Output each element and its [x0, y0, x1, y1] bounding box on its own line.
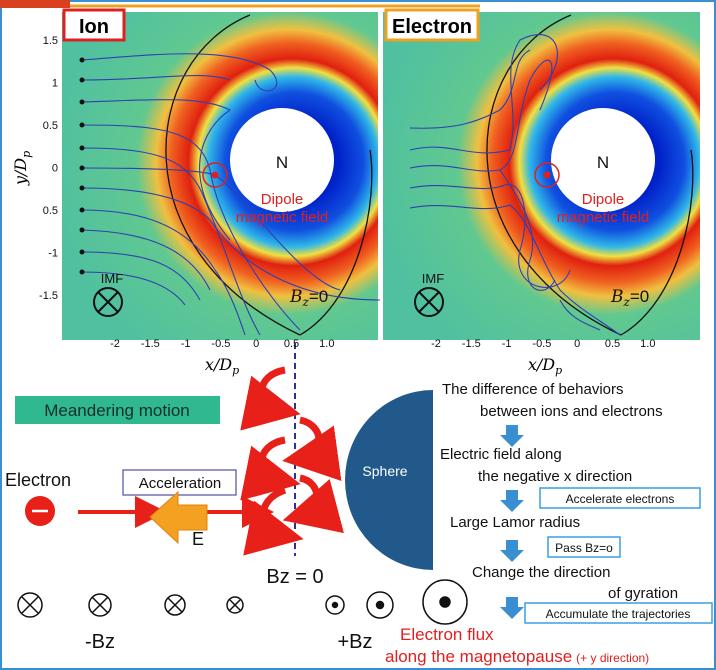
- tspan: x: [205, 355, 214, 374]
- y-tick-label: 0.5: [43, 120, 58, 132]
- pole-label: N: [276, 153, 288, 172]
- x-tick-label: 1.0: [319, 338, 334, 350]
- circle: [544, 172, 551, 179]
- y-tick-label: 1: [52, 78, 58, 90]
- dipole-label: Dipole: [582, 191, 625, 208]
- circle: [80, 250, 85, 255]
- flow-box-text: Pass Bz=o: [555, 541, 613, 555]
- bz-label: Bz=0: [610, 287, 649, 309]
- imf-label: IMF: [101, 271, 123, 286]
- circle: [80, 270, 85, 275]
- tspan: D: [11, 158, 30, 172]
- bz-symbol: B: [610, 287, 624, 307]
- panel-label: Electron: [392, 16, 472, 38]
- x-tick-label: -1.5: [141, 338, 160, 350]
- circle: [212, 172, 219, 179]
- x-tick-label: -0.5: [532, 338, 551, 350]
- flow-text: the negative x direction: [478, 468, 632, 485]
- tspan: x: [528, 355, 537, 374]
- circle: [80, 186, 85, 191]
- y-tick-label: -1.5: [39, 290, 58, 302]
- imf-label: IMF: [422, 271, 444, 286]
- x-tick-label: 0.5: [605, 338, 620, 350]
- x-tick-label: -2: [110, 338, 120, 350]
- minus-bz-label: -Bz: [85, 631, 115, 653]
- e-field-label: E: [192, 529, 204, 549]
- flow-box-text: Accelerate electrons: [566, 492, 675, 506]
- x-tick-label: 0: [574, 338, 580, 350]
- header-strip: [0, 0, 70, 8]
- flow-box-text: Accumulate the trajectories: [546, 607, 691, 621]
- x-tick-label: -1: [181, 338, 191, 350]
- dipole-label: Dipole: [261, 191, 304, 208]
- bz-eq: =0: [630, 287, 649, 306]
- circle: [80, 78, 85, 83]
- x-tick-label: 1.0: [640, 338, 655, 350]
- x-tick-label: -1.5: [462, 338, 481, 350]
- y-tick-label: -1: [48, 248, 58, 260]
- acceleration-label: Acceleration: [139, 475, 222, 492]
- circle: [80, 166, 85, 171]
- circle: [80, 123, 85, 128]
- flow-text: between ions and electrons: [480, 403, 663, 420]
- plus-bz-label: +Bz: [337, 631, 372, 653]
- tspan: D: [541, 355, 555, 374]
- circle: [333, 603, 338, 608]
- circle: [440, 597, 450, 607]
- tspan: p: [555, 364, 562, 377]
- bz-label: Bz=0: [289, 287, 328, 309]
- circle: [80, 100, 85, 105]
- x-tick-label: 0: [253, 338, 259, 350]
- circle: [377, 602, 384, 609]
- circle: [80, 208, 85, 213]
- flow-text: Large Lamor radius: [450, 514, 580, 531]
- dipole-label: magnetic field: [557, 209, 650, 226]
- y-tick-label: 0.5: [43, 205, 58, 217]
- bz-zero-label: Bz = 0: [266, 566, 323, 588]
- page: Ion Electron NDipolemagnetic fieldIMFBz=…: [0, 0, 716, 670]
- x-tick-label: -2: [431, 338, 441, 350]
- y-tick-label: 0: [52, 163, 58, 175]
- circle: [80, 146, 85, 151]
- flow-text: The difference of behaviors: [442, 381, 624, 398]
- x-tick-label: 0.5: [284, 338, 299, 350]
- sphere-label: Sphere: [362, 463, 407, 479]
- tspan: (+ y direction): [576, 651, 649, 665]
- pole-label: N: [597, 153, 609, 172]
- y-tick-label: 1.5: [43, 35, 58, 47]
- tspan: D: [218, 355, 232, 374]
- tspan: along the magnetopause: [385, 647, 572, 666]
- flow-text: Change the direction: [472, 564, 610, 581]
- meandering-label: Meandering motion: [44, 401, 190, 420]
- x-tick-label: -1: [502, 338, 512, 350]
- flux-label: Electron flux: [400, 625, 494, 644]
- flow-text: Electric field along: [440, 446, 562, 463]
- x-tick-label: -0.5: [211, 338, 230, 350]
- figure: Ion Electron NDipolemagnetic fieldIMFBz=…: [0, 0, 716, 670]
- dipole-label: magnetic field: [236, 209, 329, 226]
- circle: [80, 228, 85, 233]
- circle: [80, 58, 85, 63]
- ion-panel: [62, 10, 380, 340]
- panel-label: Ion: [79, 16, 109, 38]
- bz-eq: =0: [309, 287, 328, 306]
- bz-symbol: B: [289, 287, 303, 307]
- flow-text: of gyration: [608, 585, 678, 602]
- tspan: p: [232, 364, 239, 377]
- tspan: p: [20, 151, 33, 158]
- electron-label: Electron: [5, 470, 71, 490]
